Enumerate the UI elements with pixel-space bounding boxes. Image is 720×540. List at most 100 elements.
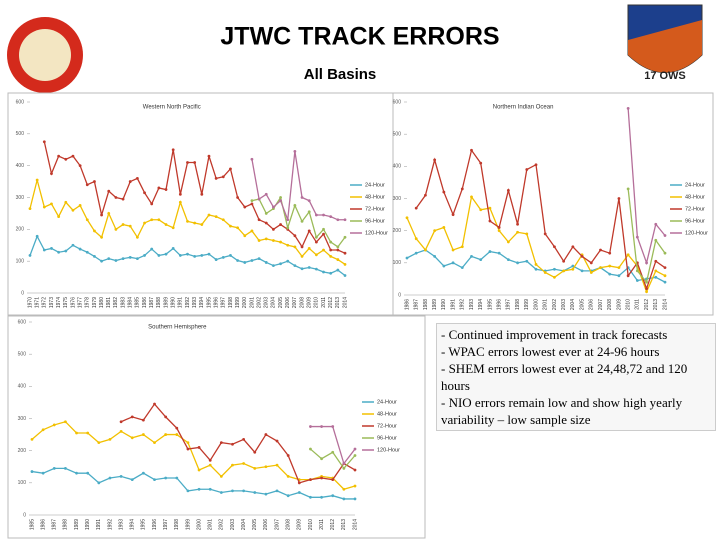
right-logo-band: [628, 20, 702, 73]
data-point: [85, 218, 89, 222]
data-point: [329, 248, 333, 252]
x-tick-label: 1992: [460, 299, 466, 310]
data-point: [171, 247, 175, 250]
data-point: [626, 187, 630, 191]
x-tick-label: 1994: [478, 299, 484, 310]
data-point: [275, 489, 279, 493]
data-point: [30, 438, 34, 441]
data-point: [186, 161, 189, 164]
x-tick-label: 2006: [263, 519, 269, 530]
data-point: [193, 254, 197, 258]
legend-label: 48-Hour: [377, 411, 397, 417]
data-point: [342, 466, 346, 470]
data-point: [571, 264, 575, 268]
data-point: [150, 218, 154, 222]
data-point: [314, 253, 318, 257]
data-point: [286, 218, 290, 222]
data-point: [414, 237, 418, 241]
data-point: [78, 164, 82, 168]
x-tick-label: 2014: [352, 519, 358, 530]
data-point: [164, 223, 168, 226]
y-tick-label: 300: [393, 196, 402, 202]
data-point: [50, 202, 53, 206]
data-point: [275, 463, 279, 467]
x-tick-label: 1990: [441, 299, 447, 310]
data-point: [75, 471, 78, 475]
data-point: [264, 237, 268, 241]
data-point: [71, 208, 75, 212]
chart-frame: [7, 92, 394, 316]
x-tick-label: 1992: [107, 519, 113, 530]
x-tick-label: 2012: [328, 297, 334, 308]
data-point: [78, 204, 82, 207]
data-point: [214, 215, 218, 219]
data-point: [108, 438, 112, 441]
data-point: [460, 266, 464, 270]
data-point: [534, 263, 538, 266]
data-point: [85, 183, 89, 187]
series-line: [31, 420, 356, 490]
series-line: [120, 402, 356, 484]
x-tick-label: 1995: [487, 299, 493, 310]
data-point: [114, 227, 118, 231]
x-tick-label: 1984: [128, 297, 134, 308]
data-point: [207, 154, 211, 158]
data-point: [300, 254, 304, 258]
data-point: [654, 238, 658, 242]
data-point: [264, 212, 268, 215]
data-point: [635, 235, 639, 239]
data-point: [608, 264, 612, 268]
data-point: [331, 494, 335, 498]
x-tick-label: 2011: [321, 297, 327, 308]
x-tick-label: 2014: [662, 299, 668, 310]
x-tick-label: 2003: [561, 299, 567, 310]
data-point: [279, 199, 282, 203]
data-point: [250, 199, 254, 203]
data-point: [221, 218, 225, 222]
x-tick-label: 2008: [607, 299, 613, 310]
data-point: [293, 264, 297, 268]
note: - SHEM errors lowest ever at 24,48,72 an…: [441, 361, 688, 393]
data-point: [71, 154, 75, 158]
data-point: [309, 495, 312, 499]
data-point: [272, 239, 275, 242]
x-tick-label: 1972: [42, 297, 48, 308]
data-point: [197, 446, 201, 449]
data-point: [654, 222, 658, 226]
data-point: [293, 245, 297, 249]
data-point: [525, 259, 529, 263]
x-tick-label: 2009: [616, 299, 622, 310]
data-point: [589, 261, 593, 265]
x-tick-label: 1998: [174, 519, 180, 530]
data-point: [314, 213, 318, 217]
data-point: [320, 476, 323, 480]
data-point: [64, 157, 68, 161]
data-point: [119, 429, 123, 433]
data-point: [143, 191, 146, 195]
data-point: [186, 252, 189, 256]
data-point: [164, 415, 168, 419]
x-tick-label: 2007: [292, 297, 298, 308]
data-point: [497, 226, 501, 229]
series-line: [31, 467, 355, 500]
x-tick-label: 1991: [450, 299, 456, 310]
x-tick-label: 2007: [274, 519, 280, 530]
x-tick-label: 1978: [85, 297, 91, 308]
data-point: [322, 248, 325, 252]
data-point: [353, 447, 357, 451]
legend-label: 120-Hour: [365, 230, 388, 236]
data-point: [272, 264, 275, 268]
y-tick-label: 400: [393, 164, 402, 170]
data-point: [219, 475, 223, 478]
y-tick-label: 100: [16, 258, 25, 264]
data-point: [236, 259, 240, 262]
data-point: [75, 431, 78, 435]
data-point: [275, 439, 279, 443]
data-point: [331, 450, 335, 454]
data-point: [470, 195, 473, 199]
data-point: [42, 140, 46, 144]
data-point: [178, 254, 182, 257]
data-point: [654, 269, 658, 273]
data-point: [178, 192, 182, 196]
